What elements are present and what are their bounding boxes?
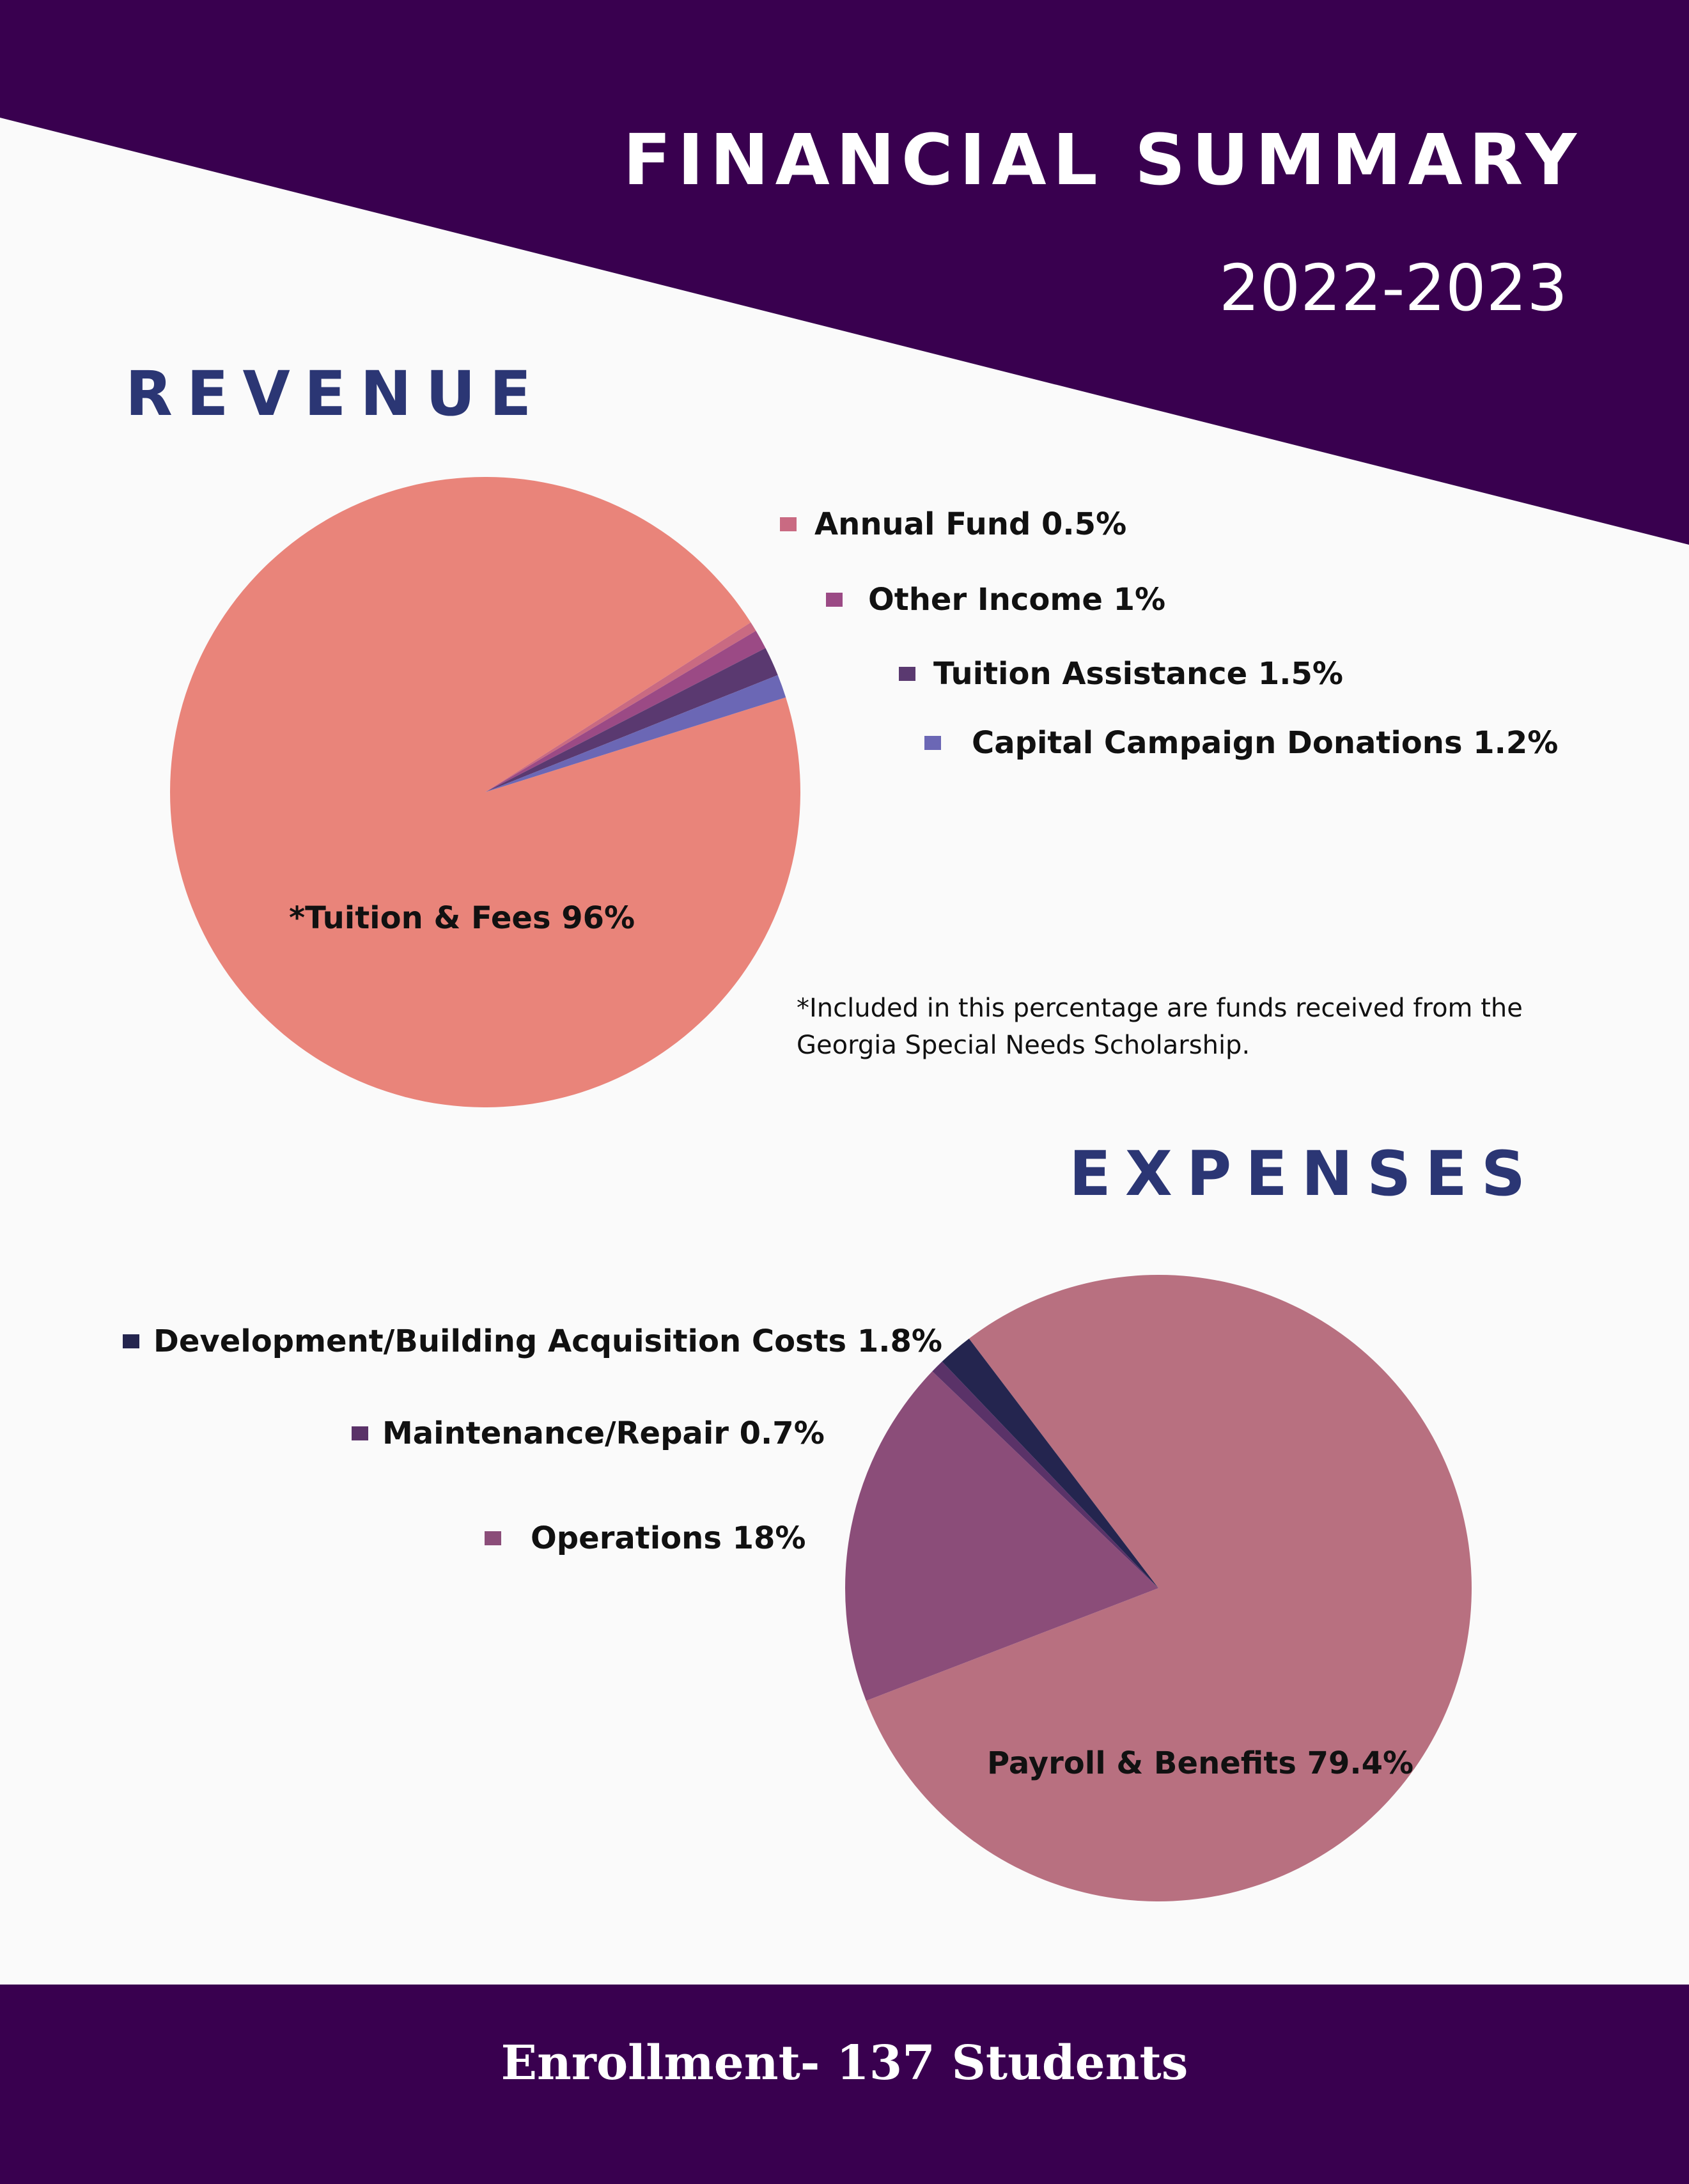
pie-slice-capital-campaign-donations — [485, 675, 786, 792]
legend-item-operations: Operations 18% — [485, 1520, 806, 1556]
legend-label: Annual Fund 0.5% — [814, 506, 1127, 542]
fiscal-year: 2022-2023 — [1218, 251, 1568, 325]
pie-slice-development-building-acquisition-costs — [942, 1338, 1158, 1588]
header-banner — [0, 0, 1689, 545]
legend-label: Maintenance/Repair 0.7% — [382, 1416, 825, 1451]
legend-label: Tuition Assistance 1.5% — [933, 656, 1344, 692]
pie-slice-payroll-benefits — [866, 1275, 1472, 1902]
expenses-heading: EXPENSES — [1069, 1138, 1539, 1210]
tuition-fees-label: *Tuition & Fees 96% — [289, 900, 635, 936]
revenue-heading: REVENUE — [125, 358, 546, 430]
legend-item-maintenance: Maintenance/Repair 0.7% — [352, 1416, 825, 1451]
legend-item-development: Development/Building Acquisition Costs 1… — [123, 1323, 942, 1359]
legend-label: Other Income 1% — [868, 582, 1166, 618]
pie-slice-annual-fund — [485, 622, 756, 792]
scholarship-footnote: *Included in this percentage are funds r… — [797, 994, 1523, 1060]
pie-slice-tuition-fees — [169, 476, 800, 1107]
page-title: FINANCIAL SUMMARY — [623, 119, 1583, 201]
legend-label: Operations 18% — [531, 1520, 806, 1556]
footer-banner: Enrollment- 137 Students — [0, 1985, 1689, 2184]
legend-swatch — [826, 593, 843, 607]
legend-label: Development/Building Acquisition Costs 1… — [153, 1323, 942, 1359]
legend-label: Capital Campaign Donations 1.2% — [972, 725, 1559, 761]
enrollment-text: Enrollment- 137 Students — [501, 2036, 1188, 2091]
legend-swatch — [899, 667, 915, 681]
legend-item-annual-fund: Annual Fund 0.5% — [780, 506, 1126, 542]
legend-item-capital-campaign: Capital Campaign Donations 1.2% — [924, 725, 1558, 761]
legend-swatch — [780, 517, 797, 531]
legend-swatch — [123, 1334, 139, 1348]
expenses-pie-chart — [844, 1275, 1472, 1902]
legend-swatch — [352, 1426, 368, 1440]
pie-slice-operations — [844, 1371, 1158, 1701]
legend-item-other-income: Other Income 1% — [826, 582, 1165, 618]
legend-swatch — [924, 736, 941, 750]
revenue-pie-chart — [169, 476, 800, 1107]
legend-swatch — [485, 1531, 501, 1545]
pie-slice-tuition-assistance — [485, 648, 778, 792]
pie-slice-other-income — [485, 630, 766, 792]
pie-slice-maintenance-repair — [932, 1361, 1158, 1588]
payroll-benefits-label: Payroll & Benefits 79.4% — [987, 1745, 1414, 1781]
legend-item-tuition-assistance: Tuition Assistance 1.5% — [899, 656, 1343, 692]
